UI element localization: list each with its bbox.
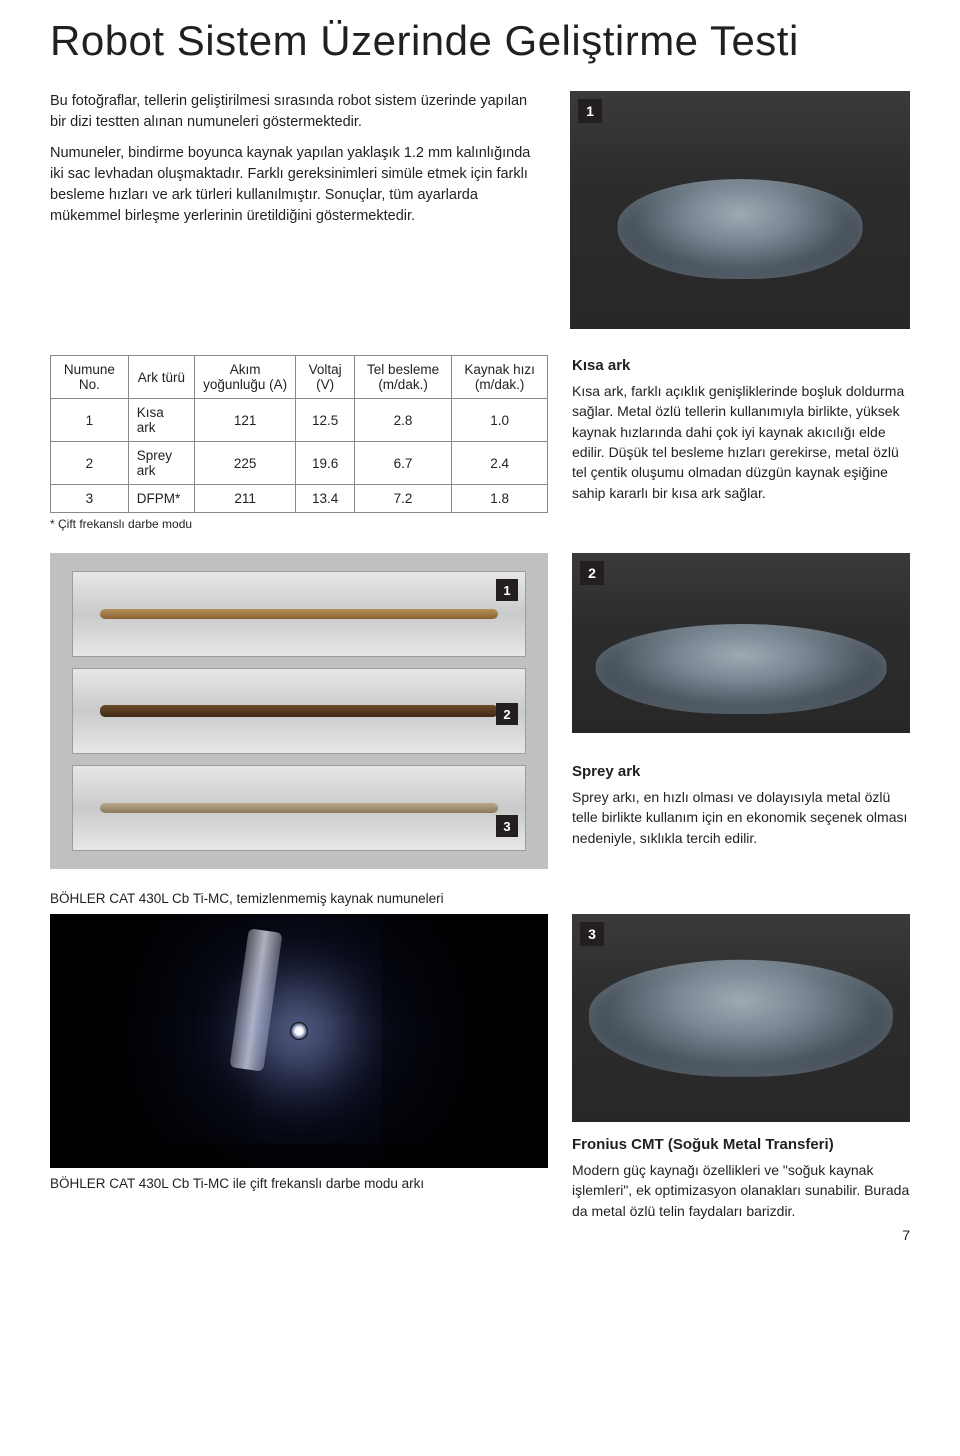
table-row: 1 Kısa ark 121 12.5 2.8 1.0 xyxy=(51,399,548,442)
cell-type: Kısa ark xyxy=(128,399,194,442)
cell-speed: 1.8 xyxy=(452,485,548,513)
cell-no: 1 xyxy=(51,399,129,442)
intro-p2: Numuneler, bindirme boyunca kaynak yapıl… xyxy=(50,143,546,227)
cell-A: 121 xyxy=(194,399,295,442)
short-arc-body: Kısa ark, farklı açıklık genişliklerinde… xyxy=(572,381,910,503)
cell-V: 13.4 xyxy=(296,485,355,513)
plate-badge-2: 2 xyxy=(496,703,518,725)
plate-samples-image: 1 2 3 xyxy=(50,553,548,869)
macrograph-3-image: 3 xyxy=(572,914,910,1122)
cell-feed: 2.8 xyxy=(354,399,451,442)
col-weld-speed: Kaynak hızı (m/dak.) xyxy=(452,356,548,399)
macrograph-3: 3 xyxy=(572,914,910,1122)
cmt-body: Modern güç kaynağı özellikleri ve "soğuk… xyxy=(572,1160,910,1221)
cell-type: DFPM* xyxy=(128,485,194,513)
short-arc-heading: Kısa ark xyxy=(572,355,910,377)
badge-1: 1 xyxy=(578,99,602,123)
badge-2: 2 xyxy=(580,561,604,585)
page-title: Robot Sistem Üzerinde Geliştirme Testi xyxy=(50,18,910,63)
col-wire-feed: Tel besleme (m/dak.) xyxy=(354,356,451,399)
spray-arc-heading: Sprey ark xyxy=(572,761,910,783)
macrograph-1: 1 xyxy=(570,91,910,329)
cell-feed: 6.7 xyxy=(354,442,451,485)
parameters-table: Numune No. Ark türü Akım yoğunluğu (A) V… xyxy=(50,355,548,513)
cell-no: 3 xyxy=(51,485,129,513)
col-voltage: Voltaj (V) xyxy=(296,356,355,399)
badge-3: 3 xyxy=(580,922,604,946)
table-row: 3 DFPM* 211 13.4 7.2 1.8 xyxy=(51,485,548,513)
plate-1 xyxy=(72,571,526,657)
plate-badge-1: 1 xyxy=(496,579,518,601)
welding-photo-caption: BÖHLER CAT 430L Cb Ti-MC ile çift frekan… xyxy=(50,1176,548,1191)
col-arc-type: Ark türü xyxy=(128,356,194,399)
spray-arc-body: Sprey arkı, en hızlı olması ve dolayısıy… xyxy=(572,787,910,848)
cell-V: 19.6 xyxy=(296,442,355,485)
cell-V: 12.5 xyxy=(296,399,355,442)
intro-paragraphs: Bu fotoğraflar, tellerin geliştirilmesi … xyxy=(50,91,546,329)
plate-2 xyxy=(72,668,526,754)
cell-no: 2 xyxy=(51,442,129,485)
cell-A: 211 xyxy=(194,485,295,513)
plate-badge-3: 3 xyxy=(496,815,518,837)
table-row: 2 Sprey ark 225 19.6 6.7 2.4 xyxy=(51,442,548,485)
cmt-heading: Fronius CMT (Soğuk Metal Transferi) xyxy=(572,1134,910,1156)
plate-3 xyxy=(72,765,526,851)
macrograph-2-image: 2 xyxy=(572,553,910,733)
intro-p1: Bu fotoğraflar, tellerin geliştirilmesi … xyxy=(50,91,546,133)
cell-type: Sprey ark xyxy=(128,442,194,485)
table-footnote: * Çift frekanslı darbe modu xyxy=(50,517,548,531)
cell-speed: 1.0 xyxy=(452,399,548,442)
cell-speed: 2.4 xyxy=(452,442,548,485)
plates-caption: BÖHLER CAT 430L Cb Ti-MC, temizlenmemiş … xyxy=(50,891,910,906)
macrograph-2: 2 xyxy=(572,553,910,733)
col-sample-no: Numune No. xyxy=(51,356,129,399)
col-current: Akım yoğunluğu (A) xyxy=(194,356,295,399)
page-number: 7 xyxy=(902,1227,910,1243)
cell-A: 225 xyxy=(194,442,295,485)
welding-photo xyxy=(50,914,548,1168)
macrograph-1-image: 1 xyxy=(570,91,910,329)
cell-feed: 7.2 xyxy=(354,485,451,513)
